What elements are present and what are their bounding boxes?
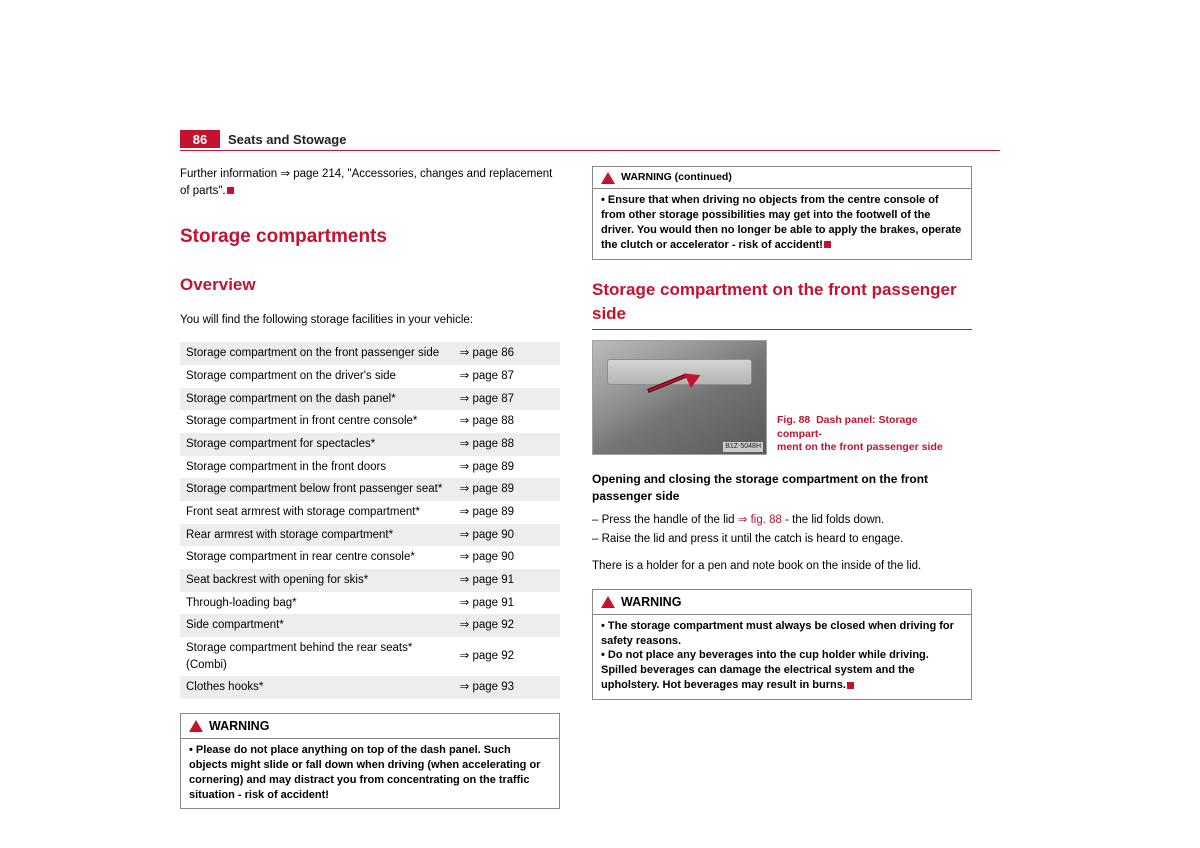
storage-page-cell: ⇒ page 87 <box>454 365 560 388</box>
warning-item: The storage compartment must always be c… <box>601 619 963 649</box>
storage-page-cell: ⇒ page 89 <box>454 478 560 501</box>
table-row: Through-loading bag*⇒ page 91 <box>180 592 560 615</box>
storage-page-cell: ⇒ page 90 <box>454 546 560 569</box>
table-row: Side compartment*⇒ page 92 <box>180 614 560 637</box>
figure-id-label: B1Z-5048H <box>723 442 763 452</box>
warning-body: Please do not place anything on top of t… <box>181 739 559 808</box>
table-row: Rear armrest with storage compartment*⇒ … <box>180 524 560 547</box>
end-marker-icon <box>824 241 831 248</box>
section-heading: Storage compartments <box>180 223 560 251</box>
storage-name-cell: Storage compartment on the front passeng… <box>180 342 454 365</box>
table-row: Storage compartment on the dash panel*⇒ … <box>180 388 560 411</box>
storage-page-cell: ⇒ page 89 <box>454 456 560 479</box>
further-info: Further information ⇒ page 214, "Accesso… <box>180 166 560 199</box>
storage-name-cell: Storage compartment behind the rear seat… <box>180 637 454 676</box>
figure-reference: ⇒ fig. 88 <box>738 514 782 526</box>
right-column: WARNING (continued) Ensure that when dri… <box>592 166 972 809</box>
storage-page-cell: ⇒ page 89 <box>454 501 560 524</box>
figure-caption: Fig. 88 Dash panel: Storage compart- men… <box>777 414 962 455</box>
storage-name-cell: Storage compartment in front centre cons… <box>180 410 454 433</box>
table-row: Storage compartment on the front passeng… <box>180 342 560 365</box>
further-info-pre: Further information <box>180 168 280 180</box>
storage-name-cell: Side compartment* <box>180 614 454 637</box>
warning-header: WARNING <box>181 714 559 739</box>
storage-name-cell: Storage compartment for spectacles* <box>180 433 454 456</box>
procedure-heading: Opening and closing the storage compartm… <box>592 471 972 506</box>
storage-name-cell: Clothes hooks* <box>180 676 454 699</box>
storage-page-cell: ⇒ page 90 <box>454 524 560 547</box>
end-marker-icon <box>847 682 854 689</box>
table-row: Storage compartment in rear centre conso… <box>180 546 560 569</box>
storage-name-cell: Storage compartment on the dash panel* <box>180 388 454 411</box>
warning-box-continued: WARNING (continued) Ensure that when dri… <box>592 166 972 260</box>
warning-cont-text: Ensure that when driving no objects from… <box>601 193 963 252</box>
storage-page-cell: ⇒ page 92 <box>454 637 560 676</box>
step-1: Press the handle of the lid ⇒ fig. 88 - … <box>592 512 972 529</box>
table-row: Storage compartment below front passenge… <box>180 478 560 501</box>
end-marker-icon <box>227 187 234 194</box>
warning-title: WARNING <box>621 593 681 611</box>
left-column: Further information ⇒ page 214, "Accesso… <box>180 166 560 809</box>
storage-page-cell: ⇒ page 88 <box>454 433 560 456</box>
table-row: Front seat armrest with storage compartm… <box>180 501 560 524</box>
warning-cont-header: WARNING (continued) <box>593 167 971 189</box>
procedure-list: Press the handle of the lid ⇒ fig. 88 - … <box>592 512 972 548</box>
table-row: Storage compartment in front centre cons… <box>180 410 560 433</box>
header-rule <box>180 150 1000 151</box>
subsection-heading-right: Storage compartment on the front passeng… <box>592 278 972 327</box>
storage-name-cell: Storage compartment in the front doors <box>180 456 454 479</box>
table-row: Storage compartment for spectacles*⇒ pag… <box>180 433 560 456</box>
warning-body: The storage compartment must always be c… <box>593 615 971 699</box>
table-row: Storage compartment in the front doors⇒ … <box>180 456 560 479</box>
warning-triangle-icon <box>601 596 615 608</box>
note-text: There is a holder for a pen and note boo… <box>592 558 972 575</box>
warning-cont-title: WARNING (continued) <box>621 170 732 185</box>
storage-name-cell: Rear armrest with storage compartment* <box>180 524 454 547</box>
table-row: Clothes hooks*⇒ page 93 <box>180 676 560 699</box>
header-row: 86 Seats and Stowage <box>180 130 980 148</box>
figure-image: B1Z-5048H <box>592 340 767 455</box>
chapter-title: Seats and Stowage <box>228 132 346 147</box>
storage-page-cell: ⇒ page 92 <box>454 614 560 637</box>
glovebox-handle-graphic <box>607 359 752 385</box>
storage-name-cell: Front seat armrest with storage compartm… <box>180 501 454 524</box>
warning-box-right: WARNING The storage compartment must alw… <box>592 589 972 700</box>
figure-row: B1Z-5048H Fig. 88 Dash panel: Storage co… <box>592 340 972 455</box>
table-row: Storage compartment on the driver's side… <box>180 365 560 388</box>
storage-name-cell: Storage compartment below front passenge… <box>180 478 454 501</box>
warning-title: WARNING <box>209 717 269 735</box>
storage-table: Storage compartment on the front passeng… <box>180 342 560 699</box>
intro-text: You will find the following storage faci… <box>180 312 560 329</box>
subsection-heading: Overview <box>180 273 560 298</box>
storage-page-cell: ⇒ page 88 <box>454 410 560 433</box>
warning-triangle-icon <box>601 172 615 184</box>
storage-page-cell: ⇒ page 86 <box>454 342 560 365</box>
storage-name-cell: Through-loading bag* <box>180 592 454 615</box>
manual-page: 86 Seats and Stowage Further information… <box>180 130 980 809</box>
page-number: 86 <box>180 130 220 148</box>
warning-item: Do not place any beverages into the cup … <box>601 648 963 693</box>
storage-page-cell: ⇒ page 91 <box>454 592 560 615</box>
storage-name-cell: Seat backrest with opening for skis* <box>180 569 454 592</box>
storage-page-cell: ⇒ page 91 <box>454 569 560 592</box>
warning-cont-body: Ensure that when driving no objects from… <box>593 189 971 258</box>
table-row: Storage compartment behind the rear seat… <box>180 637 560 676</box>
storage-name-cell: Storage compartment in rear centre conso… <box>180 546 454 569</box>
heading-underline <box>592 329 972 330</box>
warning-triangle-icon <box>189 720 203 732</box>
warning-header: WARNING <box>593 590 971 615</box>
warning-box-left: WARNING Please do not place anything on … <box>180 713 560 810</box>
warning-text: Please do not place anything on top of t… <box>189 743 551 802</box>
storage-page-cell: ⇒ page 87 <box>454 388 560 411</box>
table-row: Seat backrest with opening for skis*⇒ pa… <box>180 569 560 592</box>
arrow-icon <box>648 389 690 393</box>
storage-page-cell: ⇒ page 93 <box>454 676 560 699</box>
step-2: Raise the lid and press it until the cat… <box>592 531 972 548</box>
storage-name-cell: Storage compartment on the driver's side <box>180 365 454 388</box>
